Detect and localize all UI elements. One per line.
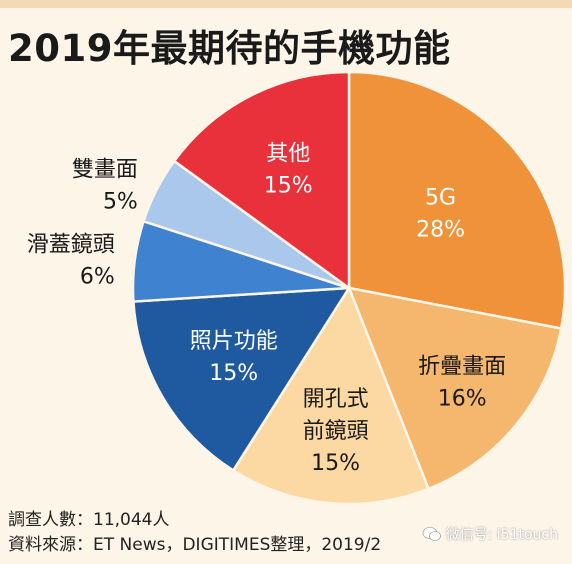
slice-1-wedge bbox=[347, 70, 567, 330]
watermark: 微信号: i51touch bbox=[422, 524, 558, 544]
slice-5-name-label: 滑蓋鏡頭 bbox=[27, 232, 115, 257]
slice-1-name-label: 5G bbox=[425, 185, 456, 210]
slice-6-value-label: 5% bbox=[103, 189, 138, 214]
source-note: 資料來源：ET News，DIGITIMES整理，2019/2 bbox=[8, 535, 382, 555]
top-rule bbox=[0, 0, 572, 8]
chart-title: 2019年最期待的手機功能 bbox=[8, 27, 451, 70]
slice-5-value-label: 6% bbox=[80, 264, 115, 289]
slice-7-value-label: 15% bbox=[264, 174, 313, 199]
slice-2-name-label: 折疊畫面 bbox=[418, 355, 506, 380]
slice-1-value-label: 28% bbox=[416, 217, 465, 242]
slice-3-wedge bbox=[231, 285, 431, 506]
slice-3-name-label: 前鏡頭 bbox=[303, 419, 369, 444]
slice-4-value-label: 15% bbox=[209, 361, 258, 386]
sample-size-note: 調查人數：11,044人 bbox=[8, 510, 170, 530]
slice-4-wedge bbox=[132, 286, 352, 473]
slice-2-wedge bbox=[347, 286, 563, 491]
slice-4-name-label: 照片功能 bbox=[190, 329, 278, 354]
slice-2-value-label: 16% bbox=[438, 387, 487, 412]
watermark-text: 微信号: i51touch bbox=[445, 527, 558, 543]
slice-3-name-label: 開孔式 bbox=[303, 387, 369, 412]
slice-7-name-label: 其他 bbox=[266, 142, 310, 167]
slice-6-name-label: 雙畫面 bbox=[72, 157, 138, 182]
slice-3-value-label: 15% bbox=[311, 451, 360, 476]
slice-7-wedge bbox=[172, 70, 351, 291]
wechat-icon bbox=[422, 527, 441, 541]
